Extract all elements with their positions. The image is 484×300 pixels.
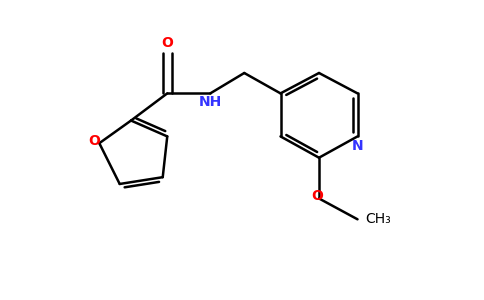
Text: N: N: [352, 140, 363, 153]
Text: NH: NH: [199, 94, 222, 109]
Text: O: O: [311, 189, 323, 203]
Text: CH₃: CH₃: [365, 212, 391, 226]
Text: O: O: [161, 36, 173, 50]
Text: O: O: [88, 134, 100, 148]
